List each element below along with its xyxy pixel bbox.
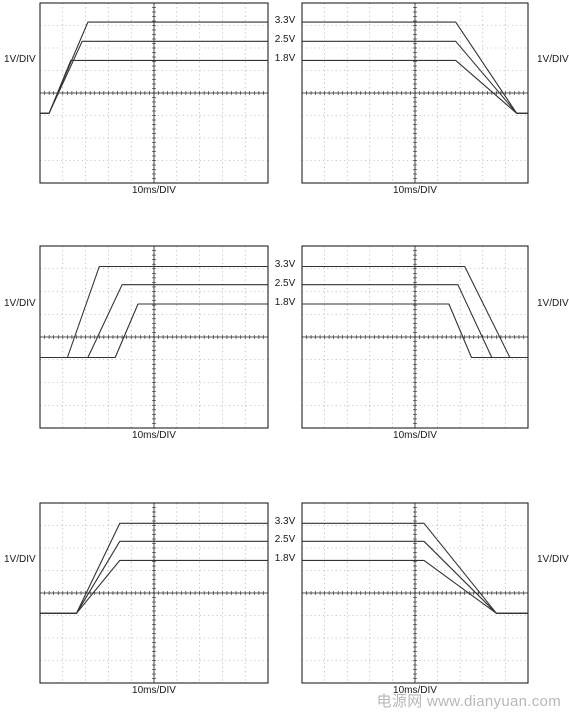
voltage-label-2-5v: 2.5V (274, 34, 296, 46)
scope-frame (39, 2, 269, 184)
y-axis-label: 1V/DIV (4, 54, 36, 66)
voltage-label-3-3v: 3.3V (274, 259, 296, 271)
x-axis-label: 10ms/DIV (393, 685, 437, 696)
y-axis-label: 1V/DIV (537, 554, 569, 566)
trace-1-8v (302, 59, 528, 114)
trace-1-8v (302, 559, 528, 614)
y-axis-label: 1V/DIV (4, 298, 36, 309)
voltage-label-2-5v: 2.5V (274, 277, 296, 289)
y-axis-label: 1V/DIV (4, 554, 36, 566)
trace-1-8v (40, 559, 268, 614)
x-axis-label: 10ms/DIV (132, 685, 176, 696)
voltage-label-1-8v: 1.8V (274, 53, 296, 65)
voltage-label-1-8v: 1.8V (274, 553, 296, 565)
y-axis-label: 1V/DIV (537, 54, 569, 66)
scope-frame (301, 245, 529, 429)
scope-frame (39, 502, 269, 684)
scope-frame (301, 502, 529, 684)
x-axis-label: 10ms/DIV (132, 185, 176, 196)
trace-1-8v (302, 303, 528, 359)
y-axis-label: 1V/DIV (537, 298, 569, 309)
voltage-label-1-8v: 1.8V (274, 297, 296, 308)
scope-frame (39, 245, 269, 429)
x-axis-label: 10ms/DIV (132, 430, 176, 441)
voltage-label-3-3v: 3.3V (274, 516, 296, 528)
trace-1-8v (40, 59, 268, 114)
watermark-text: 电源网 www.dianyuan.com (376, 693, 561, 710)
scope-frame (301, 2, 529, 184)
voltage-label-2-5v: 2.5V (274, 534, 296, 546)
x-axis-label: 10ms/DIV (393, 430, 437, 441)
trace-1-8v (40, 303, 268, 359)
x-axis-label: 10ms/DIV (393, 185, 437, 196)
voltage-label-3-3v: 3.3V (274, 15, 296, 27)
